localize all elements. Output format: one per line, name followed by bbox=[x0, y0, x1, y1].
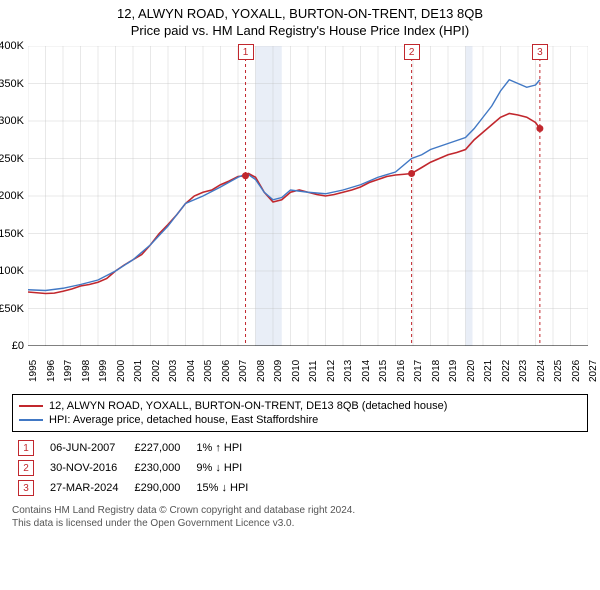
y-tick-label: £100K bbox=[0, 265, 24, 277]
x-tick-label: 2014 bbox=[361, 360, 372, 382]
y-tick-label: £50K bbox=[0, 303, 24, 315]
chart-title: 12, ALWYN ROAD, YOXALL, BURTON-ON-TRENT,… bbox=[0, 6, 600, 21]
x-tick-label: 2006 bbox=[221, 360, 232, 382]
event-marker-badge: 3 bbox=[532, 44, 548, 60]
event-note-row: 3 27-MAR-2024£290,00015% ↓ HPI bbox=[16, 480, 258, 496]
y-tick-label: £250K bbox=[0, 153, 24, 165]
x-tick-label: 1999 bbox=[98, 360, 109, 382]
event-note-diff: 1% ↑ HPI bbox=[194, 440, 258, 456]
x-tick-label: 1995 bbox=[28, 360, 39, 382]
chart-subtitle: Price paid vs. HM Land Registry's House … bbox=[0, 23, 600, 38]
event-note-row: 2 30-NOV-2016£230,0009% ↓ HPI bbox=[16, 460, 258, 476]
event-note-badge: 1 bbox=[18, 440, 34, 456]
x-tick-label: 1997 bbox=[63, 360, 74, 382]
y-tick-label: £150K bbox=[0, 228, 24, 240]
x-tick-label: 2015 bbox=[378, 360, 389, 382]
event-note-badge: 2 bbox=[18, 460, 34, 476]
footer-line2: This data is licensed under the Open Gov… bbox=[12, 517, 588, 530]
legend-item: 12, ALWYN ROAD, YOXALL, BURTON-ON-TRENT,… bbox=[19, 399, 581, 413]
event-note-date: 27-MAR-2024 bbox=[48, 480, 128, 496]
footer-attribution: Contains HM Land Registry data © Crown c… bbox=[12, 504, 588, 530]
x-tick-label: 2002 bbox=[151, 360, 162, 382]
x-tick-label: 2025 bbox=[553, 360, 564, 382]
x-tick-label: 2007 bbox=[238, 360, 249, 382]
y-tick-label: £350K bbox=[0, 78, 24, 90]
y-axis-labels: £0£50K£100K£150K£200K£250K£300K£350K£400… bbox=[0, 46, 26, 366]
x-tick-label: 2021 bbox=[483, 360, 494, 382]
event-note-row: 1 06-JUN-2007£227,0001% ↑ HPI bbox=[16, 440, 258, 456]
event-note-price: £227,000 bbox=[132, 440, 190, 456]
event-marker-badge: 1 bbox=[238, 44, 254, 60]
event-note-price: £230,000 bbox=[132, 460, 190, 476]
legend-swatch bbox=[19, 419, 43, 421]
legend-label: 12, ALWYN ROAD, YOXALL, BURTON-ON-TRENT,… bbox=[49, 400, 447, 412]
x-tick-label: 2003 bbox=[168, 360, 179, 382]
x-tick-label: 2001 bbox=[133, 360, 144, 382]
legend-swatch bbox=[19, 405, 43, 407]
x-axis-labels: 1995199619971998199920002001200220032004… bbox=[28, 368, 588, 388]
y-tick-label: £0 bbox=[12, 340, 24, 352]
x-tick-label: 2019 bbox=[448, 360, 459, 382]
x-tick-label: 2017 bbox=[413, 360, 424, 382]
x-tick-label: 2020 bbox=[466, 360, 477, 382]
event-note-badge: 3 bbox=[18, 480, 34, 496]
x-tick-label: 2024 bbox=[536, 360, 547, 382]
event-marker-badge: 2 bbox=[404, 44, 420, 60]
x-tick-label: 2004 bbox=[186, 360, 197, 382]
x-tick-label: 2011 bbox=[308, 360, 319, 382]
x-tick-label: 2005 bbox=[203, 360, 214, 382]
x-tick-label: 2022 bbox=[501, 360, 512, 382]
x-tick-label: 2010 bbox=[291, 360, 302, 382]
y-tick-label: £200K bbox=[0, 190, 24, 202]
legend-box: 12, ALWYN ROAD, YOXALL, BURTON-ON-TRENT,… bbox=[12, 394, 588, 432]
x-tick-label: 2016 bbox=[396, 360, 407, 382]
event-notes: 1 06-JUN-2007£227,0001% ↑ HPI 2 30-NOV-2016… bbox=[12, 436, 588, 500]
x-tick-label: 2026 bbox=[571, 360, 582, 382]
footer-line1: Contains HM Land Registry data © Crown c… bbox=[12, 504, 588, 517]
x-tick-label: 1998 bbox=[81, 360, 92, 382]
event-note-diff: 15% ↓ HPI bbox=[194, 480, 258, 496]
y-tick-label: £400K bbox=[0, 40, 24, 52]
event-note-diff: 9% ↓ HPI bbox=[194, 460, 258, 476]
x-tick-label: 2018 bbox=[431, 360, 442, 382]
x-tick-label: 2013 bbox=[343, 360, 354, 382]
event-note-date: 30-NOV-2016 bbox=[48, 460, 128, 476]
x-tick-label: 2008 bbox=[256, 360, 267, 382]
event-note-price: £290,000 bbox=[132, 480, 190, 496]
legend-item: HPI: Average price, detached house, East… bbox=[19, 413, 581, 427]
event-note-date: 06-JUN-2007 bbox=[48, 440, 128, 456]
x-tick-label: 2023 bbox=[518, 360, 529, 382]
chart-plot bbox=[28, 46, 588, 346]
x-tick-label: 2027 bbox=[588, 360, 599, 382]
x-tick-label: 2012 bbox=[326, 360, 337, 382]
x-tick-label: 1996 bbox=[46, 360, 57, 382]
x-tick-label: 2000 bbox=[116, 360, 127, 382]
legend-label: HPI: Average price, detached house, East… bbox=[49, 414, 318, 426]
chart-area: £0£50K£100K£150K£200K£250K£300K£350K£400… bbox=[28, 46, 588, 366]
x-tick-label: 2009 bbox=[273, 360, 284, 382]
y-tick-label: £300K bbox=[0, 115, 24, 127]
